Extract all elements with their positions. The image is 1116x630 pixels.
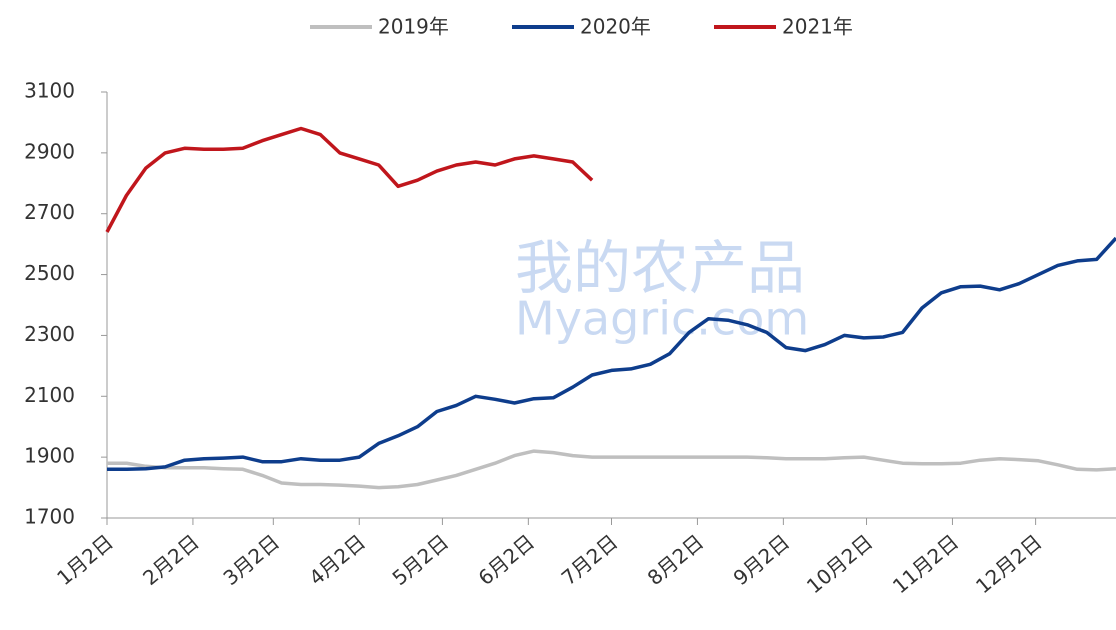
x-tick-label: 12月2日: [971, 530, 1046, 599]
x-tick-label: 9月2日: [729, 530, 795, 590]
y-tick-label: 2700: [24, 200, 75, 224]
x-tick-label: 3月2日: [219, 530, 285, 590]
series-line: [107, 236, 1116, 472]
y-tick-label: 3100: [24, 79, 75, 103]
x-tick-label: 6月2日: [474, 530, 540, 590]
series-line: [107, 449, 1116, 490]
x-tick-label: 1月2日: [52, 530, 118, 590]
series-line: [105, 126, 594, 233]
y-tick-label: 1700: [24, 505, 75, 529]
x-tick-label: 10月2日: [802, 530, 877, 599]
legend-label: 2020年: [580, 15, 651, 39]
y-tick-label: 1900: [24, 444, 75, 468]
y-tick-label: 2300: [24, 322, 75, 346]
x-tick-label: 11月2日: [888, 530, 963, 599]
legend-label: 2021年: [782, 15, 853, 39]
x-tick-label: 5月2日: [388, 530, 454, 590]
x-tick-label: 4月2日: [304, 530, 370, 590]
y-tick-label: 2900: [24, 139, 75, 163]
y-tick-label: 2100: [24, 383, 75, 407]
y-tick-label: 2500: [24, 261, 75, 285]
x-tick-label: 7月2日: [557, 530, 623, 590]
legend-label: 2019年: [378, 15, 449, 39]
x-tick-label: 8月2日: [643, 530, 709, 590]
watermark: 我的农产品: [515, 234, 805, 302]
watermark: Myagric.com: [515, 292, 809, 346]
x-tick-label: 2月2日: [138, 530, 204, 590]
